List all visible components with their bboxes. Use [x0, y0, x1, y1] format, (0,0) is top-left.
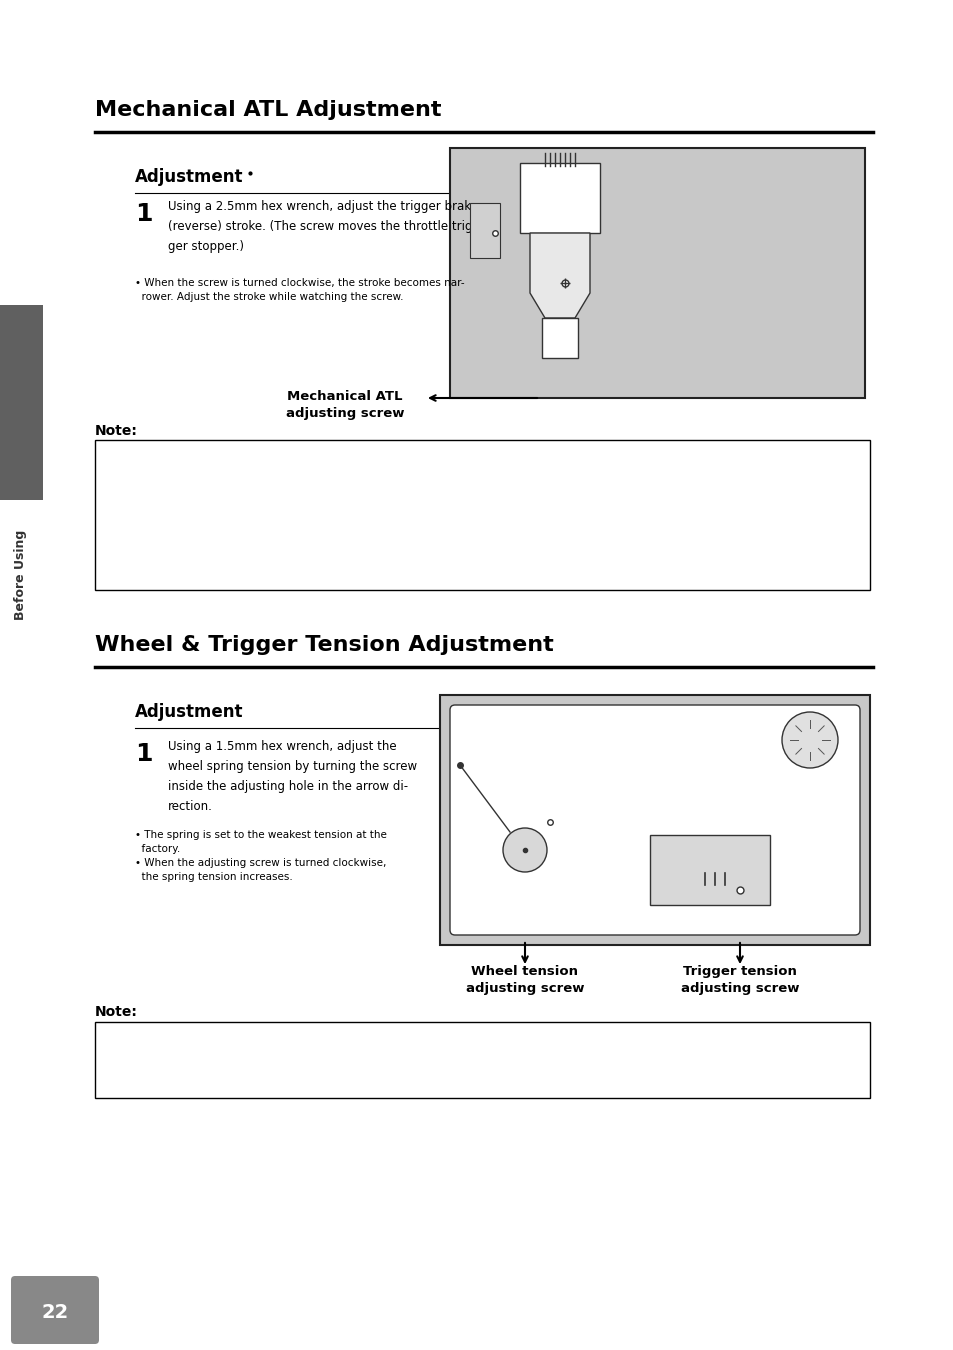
Text: Trigger tension
adjusting screw: Trigger tension adjusting screw: [680, 965, 799, 995]
Polygon shape: [530, 234, 589, 319]
Bar: [450, 148, 864, 398]
Text: • When the screw is turned clockwise, the stroke becomes nar-
  rower. Adjust th: • When the screw is turned clockwise, th…: [135, 278, 464, 302]
Text: Before Using: Before Using: [14, 531, 28, 620]
Text: 1: 1: [135, 743, 152, 765]
Bar: [470, 202, 499, 258]
Text: 22: 22: [41, 1303, 69, 1322]
Text: Mechanical ATL Adjustment: Mechanical ATL Adjustment: [95, 100, 441, 120]
Bar: [439, 695, 869, 945]
Text: • The spring is set to the weakest tension at the
  factory.: • The spring is set to the weakest tensi…: [135, 830, 387, 855]
Bar: [519, 163, 599, 234]
Bar: [649, 836, 769, 904]
Bar: [95, 440, 869, 590]
Text: 1: 1: [135, 202, 152, 225]
Bar: [0, 305, 43, 500]
Text: Mechanical ATL
adjusting screw: Mechanical ATL adjusting screw: [286, 390, 404, 420]
Text: Adjustment: Adjustment: [135, 167, 243, 186]
FancyBboxPatch shape: [450, 705, 859, 936]
Bar: [541, 319, 578, 358]
Bar: [95, 1022, 869, 1098]
Text: Note:: Note:: [95, 1004, 138, 1019]
Circle shape: [502, 828, 546, 872]
FancyBboxPatch shape: [11, 1276, 99, 1345]
Text: Wheel tension
adjusting screw: Wheel tension adjusting screw: [465, 965, 583, 995]
Text: Adjustment: Adjustment: [135, 703, 243, 721]
Text: Note:: Note:: [95, 424, 138, 437]
Text: Wheel & Trigger Tension Adjustment: Wheel & Trigger Tension Adjustment: [95, 634, 553, 655]
Text: Using a 1.5mm hex wrench, adjust the
wheel spring tension by turning the screw
i: Using a 1.5mm hex wrench, adjust the whe…: [168, 740, 416, 813]
Text: • When the adjusting screw is turned clockwise,
  the spring tension increases.: • When the adjusting screw is turned clo…: [135, 859, 386, 882]
Circle shape: [781, 711, 837, 768]
Text: Using a 2.5mm hex wrench, adjust the trigger brake
(reverse) stroke. (The screw : Using a 2.5mm hex wrench, adjust the tri…: [168, 200, 477, 252]
